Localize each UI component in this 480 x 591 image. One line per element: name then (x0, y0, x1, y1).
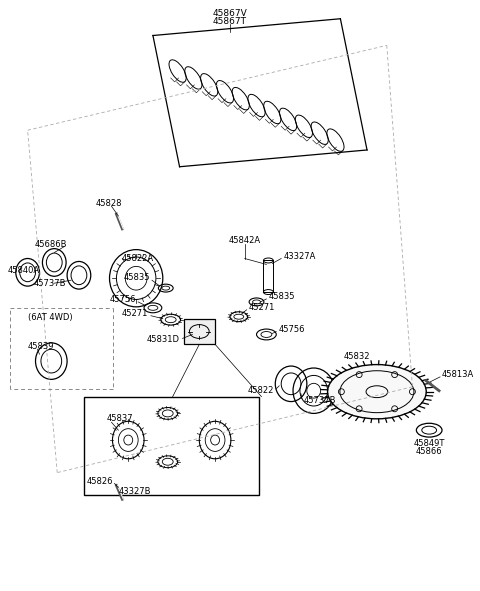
Bar (84, 397, 260, 495)
Text: 45842A: 45842A (228, 236, 261, 245)
Bar (183, 319, 215, 345)
Text: 45756: 45756 (278, 325, 305, 334)
Ellipse shape (327, 365, 426, 419)
Text: 45835: 45835 (123, 273, 150, 282)
Text: 45831D: 45831D (146, 335, 180, 344)
Text: 45840A: 45840A (8, 266, 40, 275)
Text: 45849T: 45849T (413, 440, 445, 449)
Text: 45837: 45837 (107, 414, 133, 423)
Text: 45686B: 45686B (35, 240, 67, 249)
Text: (6AT 4WD): (6AT 4WD) (28, 313, 72, 322)
Text: 45813A: 45813A (442, 371, 474, 379)
Text: 45271: 45271 (121, 309, 148, 318)
Bar (264, 261, 273, 292)
Text: 45839: 45839 (28, 342, 54, 351)
Text: 45737B: 45737B (304, 396, 336, 405)
Text: 45756: 45756 (109, 296, 136, 304)
Text: 43327A: 43327A (283, 252, 315, 261)
Text: 45271: 45271 (249, 303, 275, 312)
Text: 45835: 45835 (268, 293, 295, 301)
Text: 45866: 45866 (416, 447, 443, 456)
Text: 45867V: 45867V (213, 9, 247, 18)
Text: 45828: 45828 (96, 199, 122, 208)
Text: 45737B: 45737B (34, 279, 66, 288)
Text: 43327B: 43327B (119, 487, 151, 496)
Text: 45826: 45826 (87, 477, 113, 486)
Text: 45832: 45832 (344, 352, 371, 361)
Text: 45867T: 45867T (213, 17, 247, 26)
Text: 45822A: 45822A (122, 254, 154, 263)
Text: 45822: 45822 (248, 386, 274, 395)
